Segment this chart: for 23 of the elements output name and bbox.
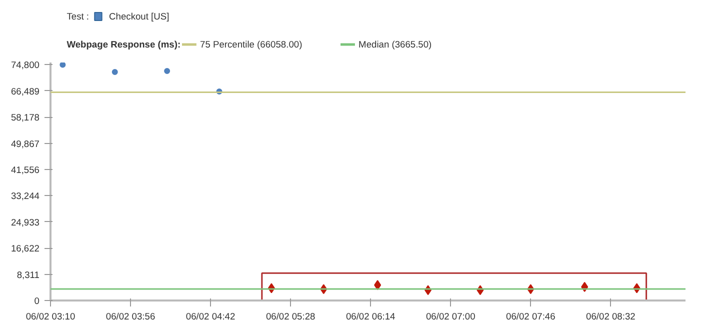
y-tick-label: 49,867 [10, 138, 40, 149]
legend-label: Median (3665.50) [358, 40, 432, 50]
x-tick-label: 06/02 06:14 [346, 312, 396, 322]
x-tick-label: 06/02 07:46 [506, 312, 556, 322]
y-tick-label: 74,800 [10, 60, 40, 70]
legend-label: 75 Percentile (66058.00) [200, 40, 302, 50]
legend-title: Test : [66, 12, 90, 22]
y-tick-label: 0 [34, 296, 40, 306]
y-tick-label: 41,556 [10, 165, 40, 175]
x-tick-label: 06/02 03:10 [26, 312, 76, 322]
legend-label: Checkout [US] [109, 12, 170, 22]
y-axis-title: Webpage Response (ms): [66, 40, 181, 50]
y-tick-label: 33,244 [10, 191, 40, 202]
y-tick-label: 16,622 [10, 244, 40, 254]
y-tick-label: 58,178 [10, 112, 40, 123]
x-tick-label: 06/02 08:32 [586, 312, 636, 322]
x-tick-label: 06/02 03:56 [106, 312, 156, 322]
x-tick-label: 06/02 04:42 [186, 312, 236, 322]
y-tick-label: 8,311 [16, 270, 40, 280]
y-tick-label: 24,933 [10, 217, 40, 228]
y-tick-label: 66,489 [10, 86, 40, 96]
x-tick-label: 06/02 05:28 [266, 312, 316, 322]
x-tick-label: 06/02 07:00 [426, 312, 476, 322]
